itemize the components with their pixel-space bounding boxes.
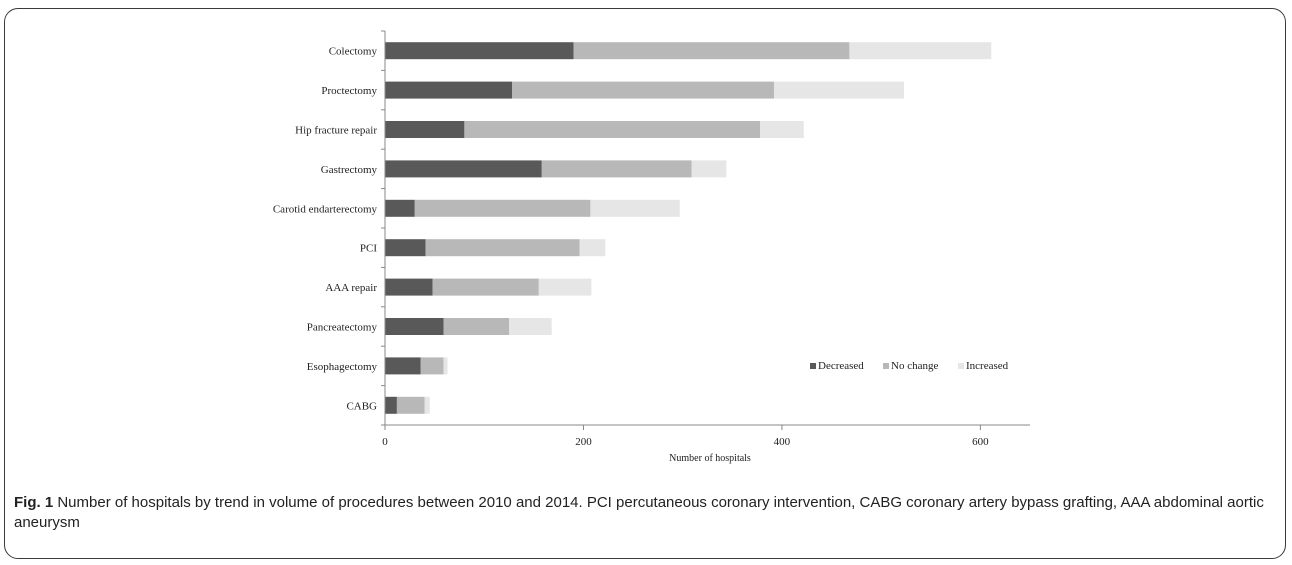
figure-caption: Fig. 1 Number of hospitals by trend in v… (14, 493, 1264, 533)
category-label: PCI (360, 243, 377, 255)
bar-decreased-carotid-endarterectomy (385, 199, 415, 217)
category-label: AAA repair (325, 282, 377, 294)
bar-increased-hip-fracture-repair (760, 121, 804, 138)
x-tick-label: 0 (382, 436, 388, 448)
bars-group (385, 42, 992, 414)
bar-no-change-gastrectomy (541, 160, 692, 178)
category-label: Colectomy (329, 46, 378, 58)
bar-no-change-aaa-repair (432, 278, 539, 296)
bar-decreased-hip-fracture-repair (385, 121, 465, 138)
bar-decreased-pancreatectomy (385, 318, 444, 335)
x-tick-label: 200 (575, 436, 592, 448)
category-label: Hip fracture repair (295, 125, 377, 137)
caption-text: Number of hospitals by trend in volume o… (14, 494, 1264, 531)
legend-label-increased: Increased (966, 360, 1009, 372)
bar-increased-aaa-repair (538, 278, 592, 296)
bar-no-change-carotid-endarterectomy (414, 199, 591, 217)
bar-decreased-cabg (385, 396, 397, 414)
legend-swatch-no-change (883, 363, 889, 369)
bar-no-change-esophagectomy (420, 357, 444, 375)
x-tick-label: 400 (774, 436, 791, 448)
bar-no-change-pancreatectomy (443, 318, 510, 335)
bar-chart: Colectomy Proctectomy Hip fracture repair G… (273, 30, 1030, 464)
bar-no-change-pci (425, 239, 580, 257)
legend-label-decreased: Decreased (818, 360, 864, 372)
category-label: Gastrectomy (321, 164, 378, 176)
axes-group: Colectomy Proctectomy Hip fracture repair G… (273, 30, 1030, 448)
bar-decreased-proctectomy (385, 81, 513, 99)
bar-increased-colectomy (849, 42, 992, 60)
category-label: Proctectomy (321, 85, 377, 97)
x-axis-title: Number of hospitals (669, 453, 751, 464)
bar-decreased-gastrectomy (385, 160, 542, 178)
figure-frame (4, 8, 1286, 559)
legend: Decreased No change Increased (810, 360, 1009, 372)
bar-increased-cabg (424, 396, 430, 414)
bar-no-change-colectomy (573, 42, 850, 60)
category-label: Esophagectomy (307, 361, 378, 373)
legend-label-no-change: No change (891, 360, 938, 372)
bar-no-change-hip-fracture-repair (464, 121, 761, 138)
x-tick-label: 600 (972, 436, 989, 448)
legend-swatch-increased (958, 363, 964, 369)
bar-decreased-pci (385, 239, 426, 257)
category-label: Carotid endarterectomy (273, 203, 378, 215)
legend-swatch-decreased (810, 363, 816, 369)
bar-increased-proctectomy (773, 81, 904, 99)
bar-no-change-cabg (396, 396, 425, 414)
bar-decreased-esophagectomy (385, 357, 421, 375)
bar-increased-pci (579, 239, 606, 257)
figure-label: Fig. 1 (14, 494, 54, 511)
bar-no-change-proctectomy (512, 81, 774, 99)
bar-increased-pancreatectomy (509, 318, 552, 335)
bar-increased-esophagectomy (443, 357, 448, 375)
bar-increased-carotid-endarterectomy (590, 199, 680, 217)
category-label: CABG (346, 400, 377, 412)
bar-decreased-colectomy (385, 42, 574, 60)
category-label: Pancreatectomy (307, 322, 378, 334)
bar-decreased-aaa-repair (385, 278, 433, 296)
bar-increased-gastrectomy (691, 160, 727, 178)
